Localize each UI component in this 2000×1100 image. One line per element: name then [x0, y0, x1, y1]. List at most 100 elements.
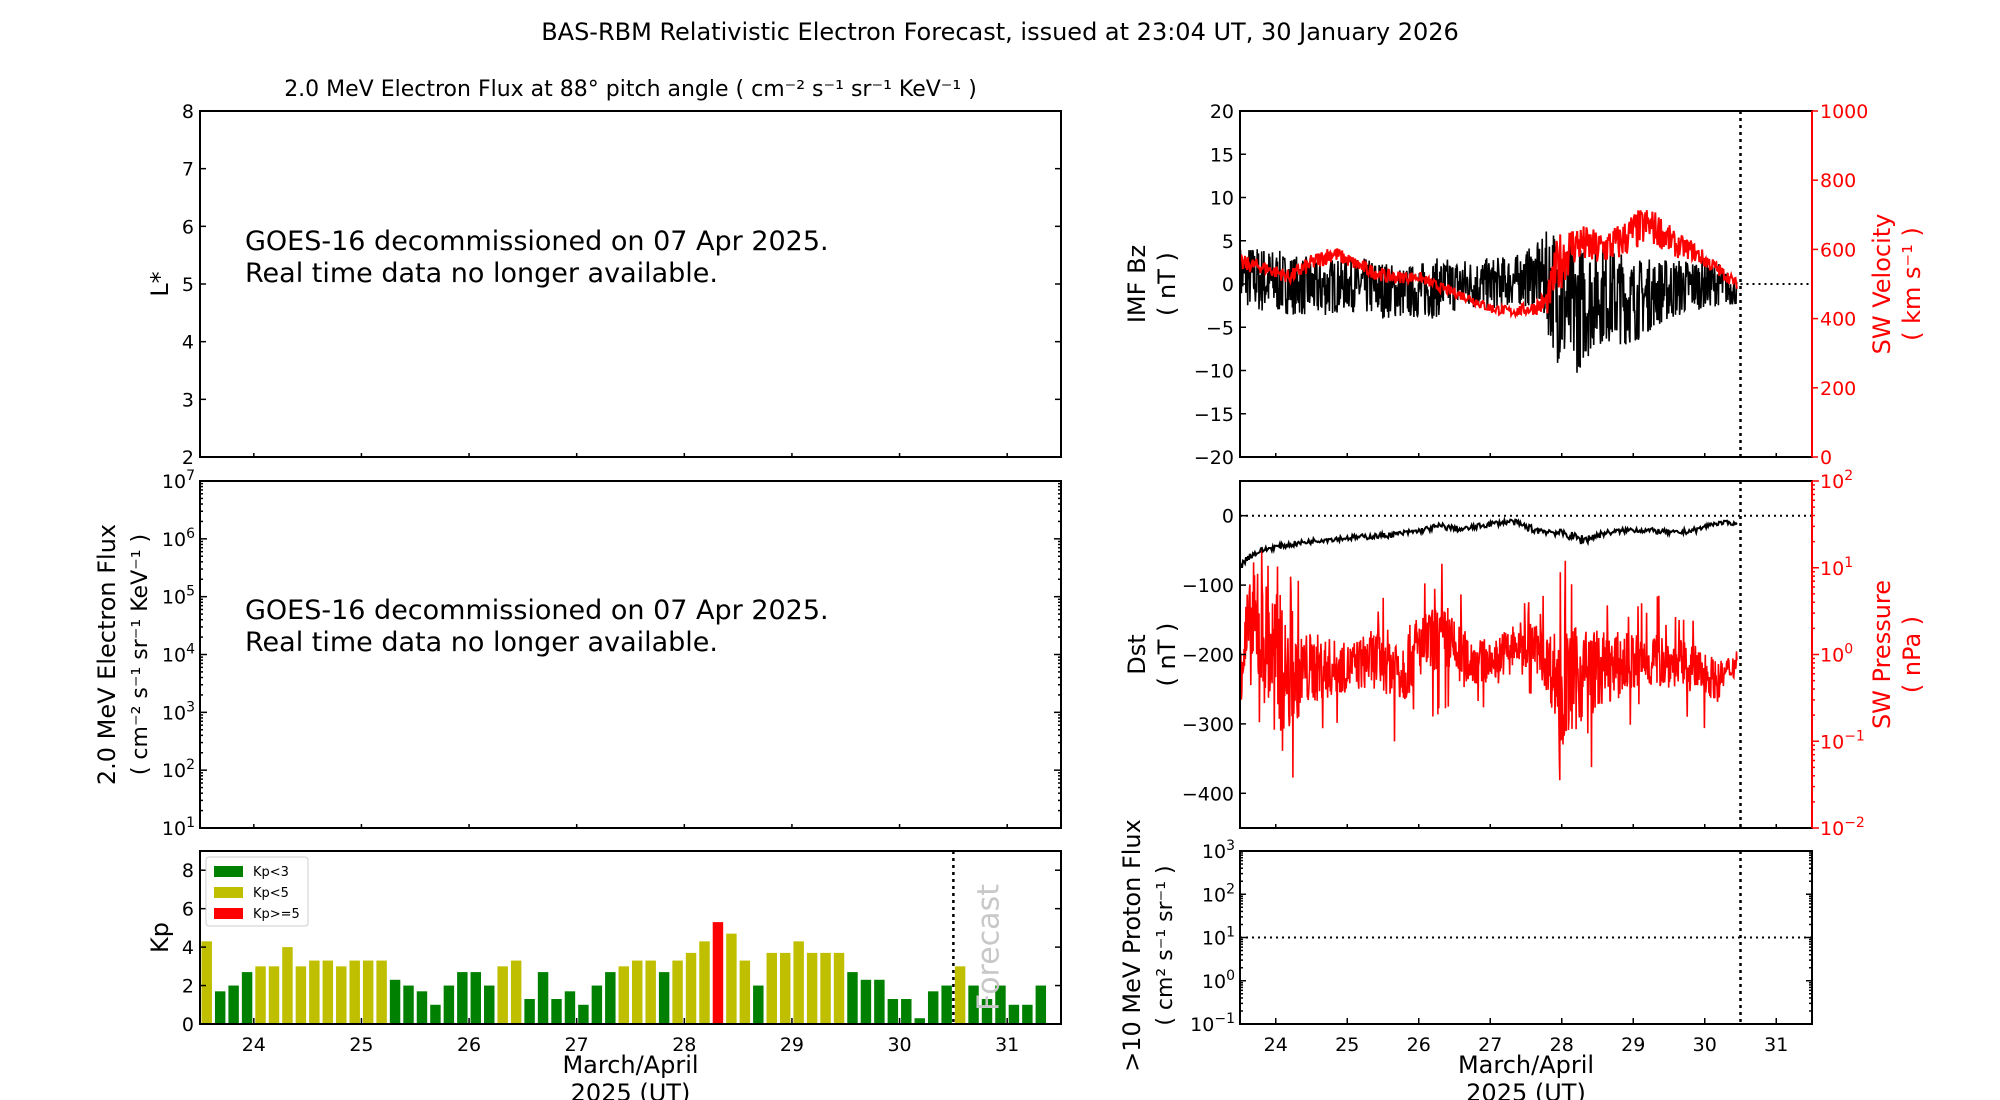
kp-bar [726, 933, 737, 1024]
sw-velocity-ytick-label: 800 [1820, 170, 1856, 192]
flux-ytick-label: 106 [162, 526, 195, 551]
kp-bar [591, 985, 603, 1024]
kp-ylabel: Kp [146, 922, 174, 953]
sw-pressure-ytick-label: 101 [1820, 555, 1853, 580]
lstar-panel: 2.0 MeV Electron Flux at 88° pitch angle… [146, 77, 1062, 469]
kp-bar [282, 947, 293, 1024]
kp-bar [995, 985, 1006, 1024]
imf-ytick-label: −15 [1194, 404, 1234, 426]
kp-ytick-label: 0 [182, 1014, 194, 1036]
kp-bar [658, 972, 670, 1024]
kp-xtick-label: 26 [457, 1034, 481, 1056]
imf-ylabel-units: ( nT ) [1153, 252, 1181, 316]
kp-bar [779, 952, 791, 1024]
kp-legend-swatch [214, 866, 243, 877]
sw-velocity-ylabel: SW Velocity [1868, 214, 1896, 355]
lstar-ytick-label: 4 [182, 332, 194, 354]
kp-ytick-label: 2 [182, 976, 194, 998]
imf-ytick-label: 20 [1210, 101, 1234, 123]
kp-bar [645, 960, 656, 1024]
kp-axes-frame [199, 850, 1062, 1025]
sw-velocity-ytick-label: 200 [1820, 378, 1856, 400]
proton-ytick-label: 100 [1202, 968, 1235, 993]
kp-bar [753, 985, 764, 1024]
sw-pressure-ytick-label: 102 [1820, 468, 1853, 493]
dst-ytick-label: 0 [1222, 506, 1234, 528]
proton-xtick-label: 30 [1693, 1034, 1717, 1056]
flux-notice: GOES-16 decommissioned on 07 Apr 2025. [245, 595, 829, 626]
flux-ytick-label: 103 [162, 699, 195, 724]
proton-xtick-label: 24 [1264, 1034, 1288, 1056]
kp-bar [524, 999, 535, 1024]
imf-ytick-label: 0 [1222, 274, 1234, 296]
kp-bar [618, 966, 629, 1024]
flux-ylabel: 2.0 MeV Electron Flux [93, 524, 121, 785]
kp-legend-swatch [214, 908, 243, 919]
kp-bar [564, 991, 576, 1024]
lstar-notice: GOES-16 decommissioned on 07 Apr 2025. [245, 226, 829, 257]
kp-bar [954, 966, 966, 1024]
kp-xlabel-line2: 2025 (UT) [571, 1079, 691, 1100]
sw-pressure-ytick-label: 10−2 [1820, 815, 1865, 840]
kp-bar [847, 972, 858, 1024]
flux-notice: Real time data no longer available. [245, 627, 718, 658]
proton-xtick-label: 28 [1550, 1034, 1574, 1056]
kp-bar [241, 972, 253, 1024]
lstar-notice: Real time data no longer available. [245, 258, 718, 289]
flux-panel: 101 102 103 104 105 106 107 2.0 MeV Electron Fl… [93, 468, 1062, 840]
kp-bar [685, 952, 697, 1024]
kp-bar [255, 966, 266, 1024]
lstar-ytick-label: 6 [182, 216, 194, 238]
kp-ytick-label: 4 [182, 937, 194, 959]
proton-ytick-label: 101 [1202, 925, 1235, 950]
imf-ylabel: IMF Bz [1123, 245, 1151, 323]
imf-panel: −20−15−10−50510152002004006008001000IMF … [1123, 101, 1926, 469]
kp-xtick-label: 31 [995, 1034, 1019, 1056]
flux-ytick-label: 105 [162, 584, 195, 609]
sw-pressure-ylabel: SW Pressure [1868, 580, 1896, 729]
kp-bar [228, 985, 239, 1024]
imf-ytick-label: −5 [1206, 317, 1234, 339]
kp-bar [295, 966, 307, 1024]
kp-bar [968, 985, 979, 1024]
lstar-ytick-label: 3 [182, 389, 194, 411]
kp-bar [578, 1004, 589, 1024]
kp-xtick-label: 30 [887, 1034, 911, 1056]
lstar-ytick-label: 8 [182, 101, 194, 123]
kp-bar [336, 966, 347, 1024]
proton-xlabel: March/April [1458, 1051, 1594, 1079]
sw-pressure-ylabel-units: ( nPa ) [1898, 616, 1926, 693]
kp-xtick-label: 28 [672, 1034, 696, 1056]
kp-xtick-label: 24 [242, 1034, 266, 1056]
kp-bar [887, 999, 899, 1024]
kp-forecast-label: Forecast [971, 884, 1006, 1011]
kp-bar [901, 999, 912, 1024]
sw-velocity-ytick-label: 600 [1820, 239, 1856, 261]
kp-bar [416, 991, 428, 1024]
kp-bar [268, 966, 280, 1024]
proton-ytick-label: 10−1 [1190, 1011, 1235, 1036]
flux-ytick-label: 101 [162, 815, 195, 840]
sw-velocity-line [1239, 210, 1738, 320]
flux-ytick-label: 107 [162, 468, 195, 493]
kp-bar [766, 952, 777, 1024]
sw-velocity-ytick-label: 0 [1820, 447, 1832, 469]
kp-bar [362, 960, 374, 1024]
sw-velocity-ytick-label: 1000 [1820, 101, 1868, 123]
kp-ytick-label: 8 [182, 860, 194, 882]
kp-bar [1035, 985, 1047, 1024]
proton-xtick-label: 25 [1335, 1034, 1359, 1056]
kp-bar [322, 960, 334, 1024]
kp-xtick-label: 29 [780, 1034, 804, 1056]
kp-bar [927, 991, 939, 1024]
dst-ylabel: Dst [1123, 634, 1151, 674]
imf-ytick-label: 10 [1210, 188, 1234, 210]
dst-ylabel-units: ( nT ) [1153, 623, 1181, 687]
kp-xlabel: March/April [562, 1051, 698, 1079]
imf-bz-line [1239, 231, 1738, 373]
kp-bar [403, 985, 414, 1024]
imf-ytick-label: 5 [1222, 231, 1234, 253]
imf-ytick-label: 15 [1210, 144, 1234, 166]
